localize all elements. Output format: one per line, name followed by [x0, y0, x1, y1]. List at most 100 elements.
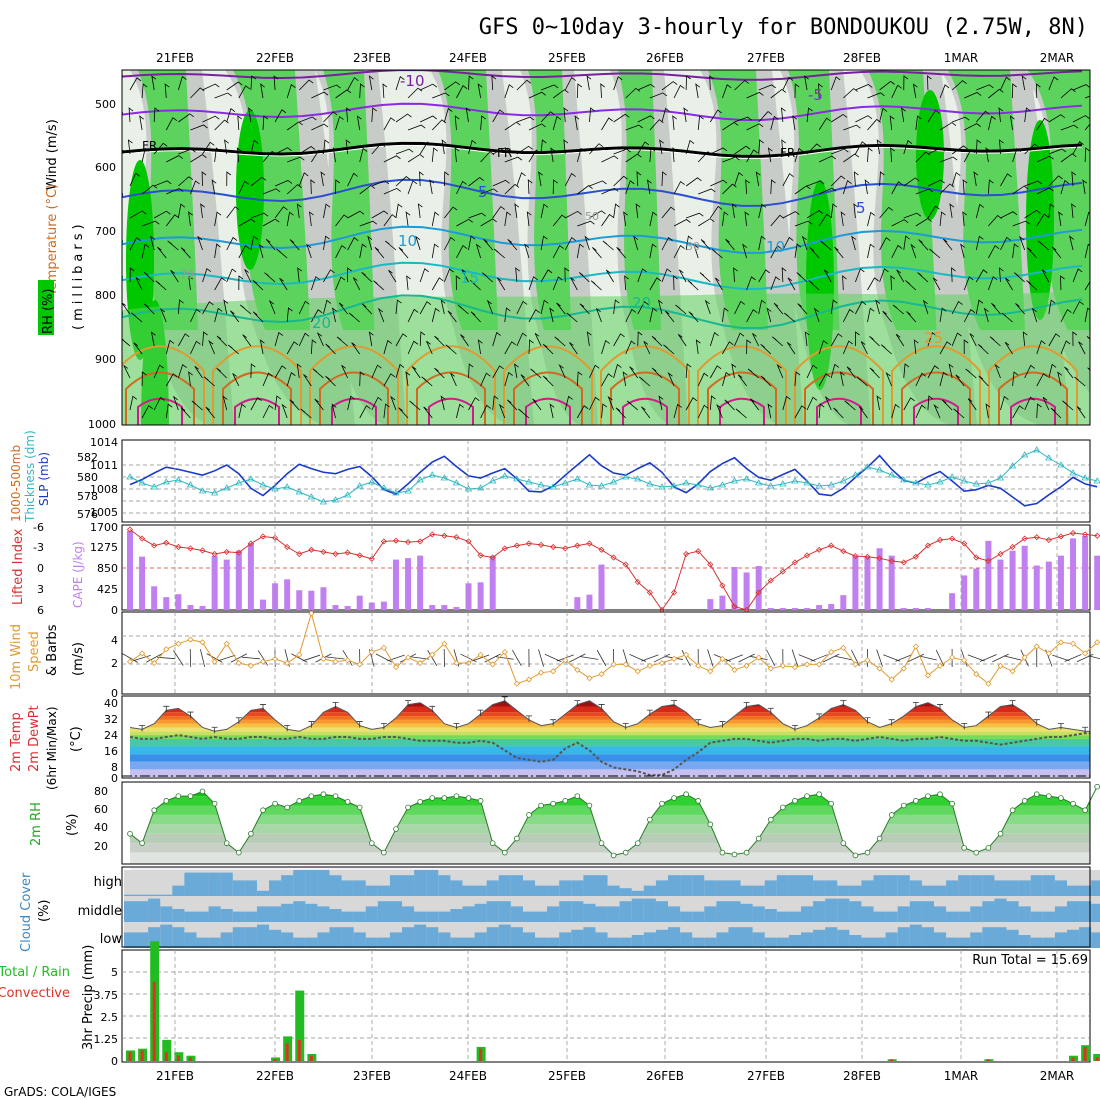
- cloud-block: [1006, 929, 1020, 948]
- wind-barb: [468, 75, 474, 91]
- cloud-block: [1079, 927, 1092, 948]
- cape-bar: [429, 605, 436, 610]
- lifted-index-point: [163, 539, 170, 546]
- wind-barb: [1026, 280, 1038, 291]
- wind-barb: [250, 75, 257, 91]
- wind-barb: [371, 396, 383, 411]
- wind-barb: [457, 304, 469, 315]
- rh-point: [248, 830, 254, 837]
- precip-conv-bar: [986, 1059, 990, 1061]
- lifted-index-point: [779, 568, 786, 575]
- wind-barb: [722, 121, 739, 131]
- wind-barb: [481, 272, 493, 283]
- wind-barb: [239, 304, 252, 315]
- thickness-point: [1081, 474, 1089, 481]
- wind-barb: [889, 115, 895, 131]
- lifted-index-point: [707, 561, 714, 568]
- wind-barb: [987, 179, 994, 195]
- thickness-point: [984, 479, 993, 486]
- wind-barb: [382, 83, 388, 99]
- wind-barb: [903, 75, 909, 91]
- wind-barb: [203, 376, 215, 387]
- wind-barb: [1000, 395, 1009, 411]
- wind-barb: [122, 653, 138, 663]
- wind-barb: [238, 245, 250, 259]
- wind-barb: [625, 87, 641, 99]
- wind-barb: [1071, 203, 1076, 219]
- wind-barb: [540, 84, 559, 91]
- cloud-block: [486, 901, 500, 922]
- wind-speed-point: [658, 659, 666, 667]
- wind-barb: [470, 311, 481, 323]
- wind-barb: [912, 83, 918, 99]
- cloud-block: [402, 927, 415, 948]
- contour-label: 10: [766, 238, 785, 256]
- wind-barb: [456, 85, 468, 99]
- wind-barb: [636, 171, 642, 187]
- millibars-axis-label: (millibars): [71, 220, 86, 330]
- wind-barb: [468, 177, 484, 187]
- wind-barb: [1060, 308, 1072, 323]
- wind-barb: [915, 115, 922, 131]
- thickness-point: [585, 481, 594, 488]
- wind-barb: [202, 83, 220, 91]
- temp-band: [130, 746, 1090, 755]
- dewpoint-line: [129, 732, 1090, 777]
- wind-speed-point: [1021, 654, 1028, 661]
- thickness-point: [416, 476, 424, 483]
- cape-bar: [235, 550, 242, 610]
- wind-barb: [641, 654, 659, 662]
- rh-point: [1046, 793, 1052, 799]
- cloud-block: [764, 880, 778, 896]
- wind-barb: [988, 245, 1000, 259]
- wind-speed-point: [1069, 640, 1077, 647]
- wind-barb: [335, 115, 344, 131]
- wind-barb: [528, 91, 546, 99]
- cloud-block: [486, 880, 500, 896]
- rh-point: [405, 804, 411, 811]
- cloud-block: [668, 875, 681, 896]
- cloud-block: [692, 937, 705, 948]
- wind-barb: [685, 235, 693, 251]
- wind-barb: [903, 139, 913, 155]
- wind-barb: [468, 363, 474, 379]
- wind-barb: [929, 248, 941, 259]
- thickness-point: [996, 474, 1005, 481]
- wind-speed-point: [405, 654, 412, 661]
- thickness-tick: 582: [77, 451, 98, 464]
- wind-barb: [767, 147, 773, 163]
- wind-barb: [967, 398, 977, 411]
- date-label-bottom: 1MAR: [944, 1069, 979, 1083]
- precip-total-bar: [295, 990, 305, 1061]
- wind-barb: [988, 214, 1002, 227]
- wind-barb: [177, 203, 186, 219]
- wind-barb: [296, 203, 302, 219]
- wind-barb: [395, 176, 411, 187]
- cloud-block: [994, 898, 1007, 922]
- wind-barb: [1036, 373, 1048, 387]
- wind-speed-point: [344, 657, 351, 664]
- cape-bar: [175, 594, 182, 610]
- wind-speed-point: [175, 640, 182, 647]
- wind-barb: [405, 211, 411, 227]
- wind-barb: [276, 248, 288, 259]
- cloud-block: [341, 911, 355, 922]
- temp2m-panel: 40 32 24 16 8 0 2m Temp 2m DewPt (6hr Mi…: [9, 695, 1091, 790]
- wind-barb: [299, 116, 317, 123]
- wind-speed-point: [417, 659, 424, 667]
- wind-barb: [177, 364, 187, 379]
- rh-band: [130, 852, 1090, 864]
- lifted-index-point: [1033, 534, 1040, 541]
- precip-conv-bar: [164, 1052, 168, 1061]
- wind-barb: [770, 214, 785, 227]
- wind-barb: [407, 153, 425, 163]
- temp-tick: 32: [104, 713, 118, 726]
- slp-ticks: 1014 1011 1008 1005: [90, 436, 118, 519]
- wind-speed-point: [1033, 643, 1040, 650]
- contour-line: [513, 371, 583, 425]
- thickness-point: [597, 482, 606, 489]
- temp-minmax-mark: [671, 700, 678, 707]
- wind-barb: [274, 206, 288, 219]
- rh-point: [925, 793, 931, 799]
- date-label-top: 1MAR: [944, 51, 979, 65]
